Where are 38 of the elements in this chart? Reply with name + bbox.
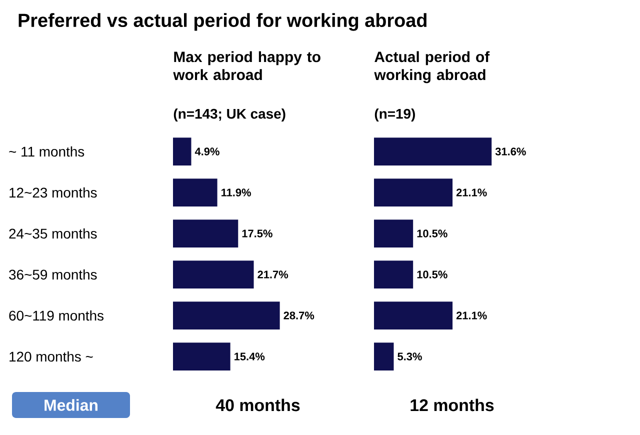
data-label: 21.7% bbox=[258, 270, 288, 278]
y-tick-label: ~ 11 months bbox=[9, 146, 84, 157]
data-label: 15.4% bbox=[234, 352, 265, 360]
data-label: 21.1% bbox=[456, 312, 487, 320]
bar bbox=[173, 220, 238, 248]
bar bbox=[374, 178, 453, 206]
data-label: 28.7% bbox=[284, 312, 314, 320]
data-label: 4.9% bbox=[194, 148, 220, 156]
bar bbox=[173, 138, 192, 166]
text: Median bbox=[44, 399, 98, 411]
y-tick-label: 60~119 months bbox=[9, 310, 104, 321]
bar bbox=[374, 260, 414, 288]
y-tick-label: 24~35 months bbox=[9, 228, 97, 239]
bar bbox=[374, 302, 453, 330]
y-tick-label: 120 months ~ bbox=[10, 351, 93, 362]
bar bbox=[173, 342, 230, 370]
text: (n=19) bbox=[374, 108, 415, 122]
data-label: 10.5% bbox=[417, 270, 448, 278]
chart-title: Preferred vs actual period for working abroad bbox=[18, 13, 426, 31]
data-label: 11.9% bbox=[221, 188, 251, 196]
bar bbox=[374, 220, 414, 248]
bar bbox=[374, 342, 394, 370]
data-label: 31.6% bbox=[495, 148, 526, 156]
bar bbox=[173, 302, 280, 330]
data-label: 5.3% bbox=[398, 352, 422, 360]
y-tick-label: 12~23 months bbox=[10, 187, 97, 198]
data-label: 21.1% bbox=[456, 188, 487, 196]
y-tick-label: 36~59 months bbox=[9, 269, 97, 280]
data-label: 10.5% bbox=[417, 230, 448, 238]
chart-subtitle: Actual period of working abroad bbox=[374, 51, 490, 84]
text: 12 months bbox=[410, 398, 494, 412]
bar bbox=[173, 260, 254, 288]
bar bbox=[374, 138, 492, 166]
text: (n=143; UK case) bbox=[174, 108, 286, 122]
text: 40 months bbox=[216, 398, 300, 412]
bar bbox=[173, 178, 218, 206]
data-label: 17.5% bbox=[242, 230, 272, 238]
chart-subtitle: Max period happy to work abroad bbox=[173, 51, 320, 80]
